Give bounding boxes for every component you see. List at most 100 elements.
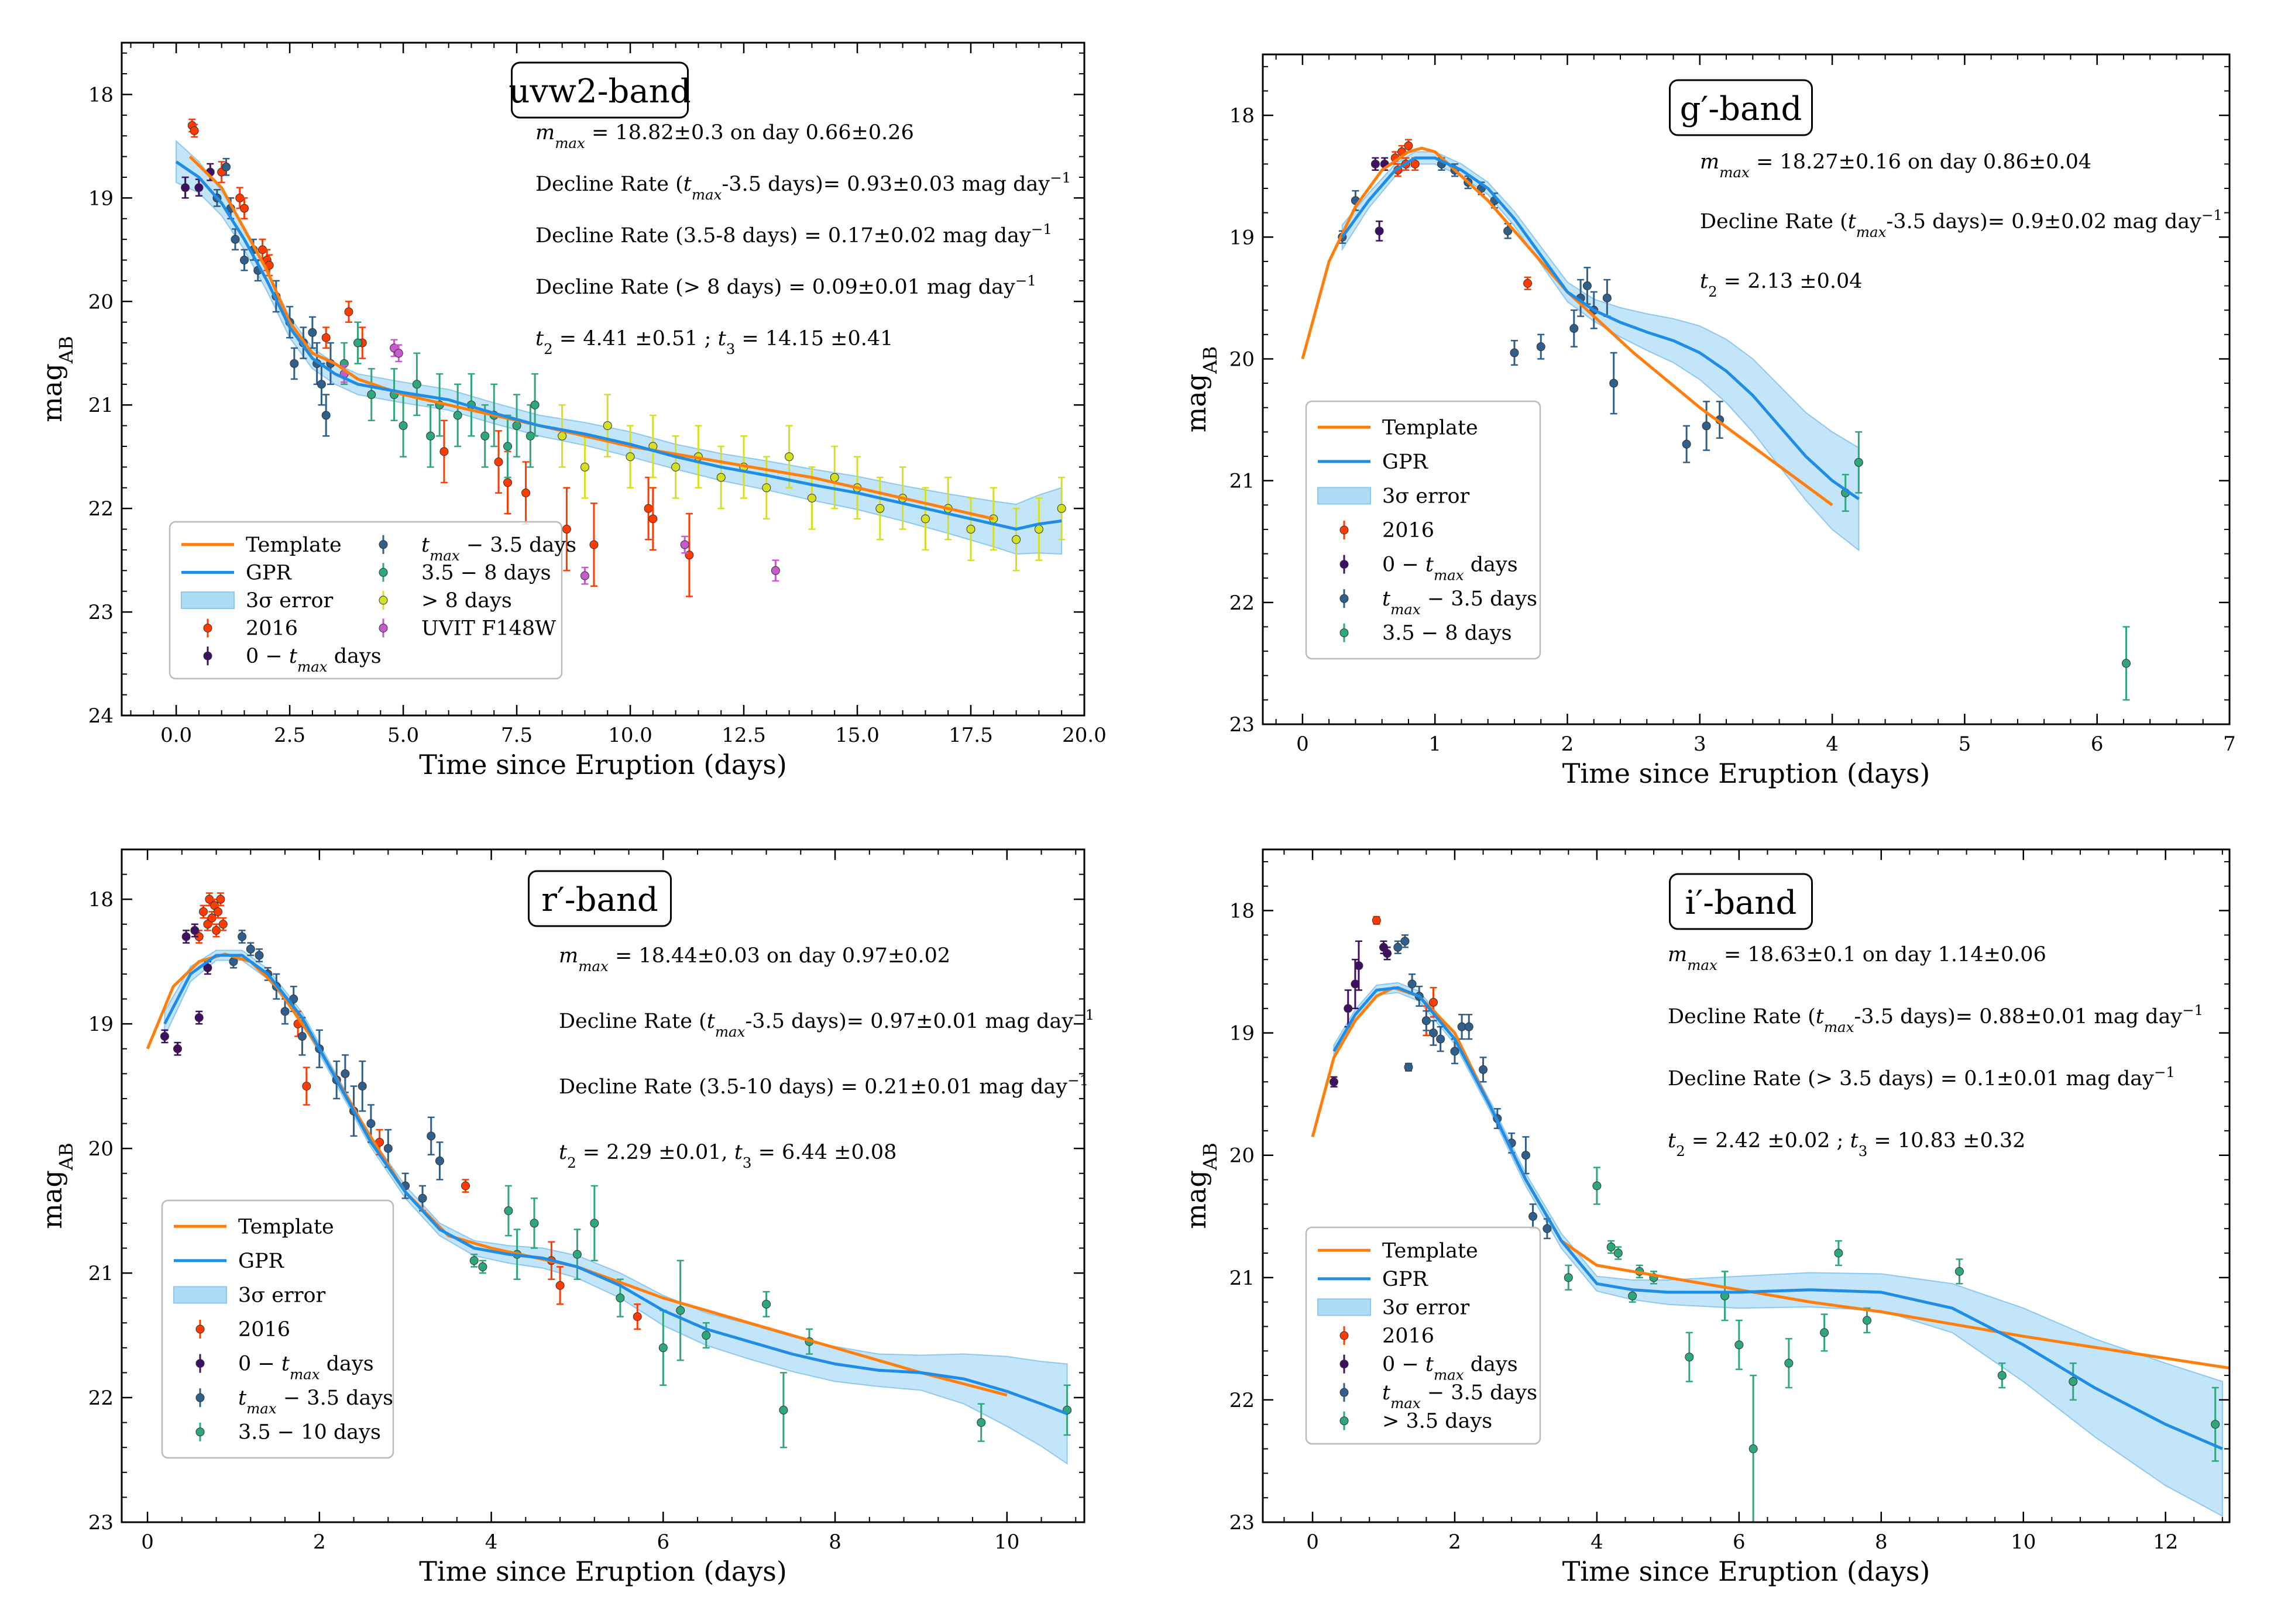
uvw2-legend-label: tmax​ − 3.5 days: [421, 534, 576, 564]
uvw2-legend-marker: [379, 567, 388, 577]
g-legend-2016: 2016: [1339, 519, 1434, 542]
i-legend-marker: [1339, 1416, 1349, 1426]
uvw2-data-point: [521, 488, 531, 498]
i-data-point: [1400, 937, 1410, 946]
r-data-point: [977, 1418, 986, 1427]
g-gpr-curve: [1341, 156, 1860, 500]
i-legend-label: 2016: [1382, 1324, 1434, 1348]
uvw2-data-point: [190, 126, 199, 135]
uvw2-data-point: [920, 514, 930, 524]
r-data-point: [702, 1331, 711, 1340]
g-legend-marker: [1339, 560, 1349, 569]
g-data-point: [1370, 159, 1380, 168]
r-y-tick-label: 22: [88, 1386, 114, 1410]
uvw2-title-box: [511, 61, 689, 119]
uvw2-axes-frame: [121, 42, 1085, 717]
g-data-point: [1523, 278, 1533, 288]
i-annotation: Decline Rate (> 3.5 days) = 0.1±0.01 mag…: [1668, 1064, 2175, 1091]
i-legend-swatch: [1317, 1298, 1371, 1316]
i-gpr-3sigma-band: [1333, 982, 2223, 1518]
uvw2-legend-uvit-f148w: UVIT F148W: [379, 617, 556, 641]
i-x-tick-label: 0: [1306, 1530, 1319, 1554]
uvw2-annotation: t2​ = 4.41 ±0.51 ; t3​ = 14.15 ±0.41: [535, 327, 893, 357]
uvw2-data-point: [648, 514, 658, 524]
g-data-point: [1536, 342, 1545, 352]
i-data-point: [1820, 1328, 1829, 1337]
uvw2-legend-0-t-max-days: 0 − tmax​ days: [203, 645, 382, 675]
r-y-tick-label: 19: [88, 1013, 114, 1036]
i-legend-marker: [1339, 1388, 1349, 1397]
r-data-point: [469, 1256, 479, 1265]
i-data-point: [1734, 1340, 1744, 1350]
g-legend-marker: [1339, 594, 1349, 603]
uvw2-data-point: [494, 457, 503, 467]
g-x-tick-label: 0: [1296, 732, 1309, 756]
i-x-tick-label: 2: [1448, 1530, 1461, 1554]
g-legend-label: 0 − tmax​ days: [1382, 553, 1518, 584]
g-legend-template: Template: [1318, 416, 1478, 439]
g-y-tick-label: 21: [1229, 470, 1255, 493]
r-legend-swatch: [173, 1286, 227, 1304]
i-legend-0-t-max-days: 0 − tmax​ days: [1339, 1353, 1518, 1383]
uvw2-annotation: Decline Rate (3.5-8 days) = 0.17±0.02 ma…: [535, 221, 1052, 248]
r-data-point: [181, 932, 191, 941]
uvw2-data-point: [240, 204, 249, 213]
uvw2-x-tick-label: 7.5: [501, 724, 533, 747]
r-data-point: [341, 1069, 350, 1078]
i-data-point: [1834, 1248, 1843, 1258]
g-y-tick-label: 18: [1229, 104, 1255, 128]
uvw2-y-tick-label: 24: [88, 704, 114, 728]
g-legend-label: 2016: [1382, 519, 1434, 542]
uvw2-data-point: [558, 431, 567, 441]
r-legend-marker: [195, 1427, 205, 1437]
r-data-point: [530, 1219, 539, 1228]
r-annotation: Decline Rate (3.5-10 days) = 0.21±0.01 m…: [559, 1072, 1088, 1099]
i-data-point: [1429, 997, 1438, 1007]
g-data-point: [1503, 226, 1513, 236]
i-legend-marker: [1339, 1360, 1349, 1369]
r-data-point: [555, 1281, 565, 1290]
g-data-point: [1582, 281, 1592, 291]
uvw2-data-point: [181, 183, 190, 192]
i-data-point: [1429, 1028, 1438, 1038]
r-legend-label: 2016: [238, 1318, 290, 1341]
uvw2-data-point: [785, 452, 794, 462]
i-y-tick-label: 20: [1229, 1144, 1255, 1168]
uvw2-legend-label: GPR: [246, 561, 293, 584]
i-x-tick-label: 10: [2011, 1530, 2036, 1554]
i-annotation: mmax​ = 18.63±0.1 on day 1.14±0.06: [1668, 943, 2046, 973]
uvw2-data-point: [1057, 504, 1066, 513]
i-legend-marker: [1339, 1331, 1349, 1340]
r-data-point: [238, 932, 247, 941]
g-legend-3-error: 3σ error: [1317, 484, 1470, 508]
uvw2-legend-label: Template: [246, 534, 342, 557]
uvw2-data-point: [321, 333, 331, 342]
i-data-point: [1421, 1016, 1431, 1026]
uvw2-data-point: [644, 504, 653, 513]
r-title-box: [528, 870, 672, 927]
uvw2-data-point: [1012, 535, 1021, 544]
uvw2-data-point: [512, 421, 521, 431]
g-data-point: [1682, 439, 1691, 449]
i-data-point: [2211, 1420, 2220, 1429]
uvw2-data-point: [626, 452, 635, 462]
i-legend-label: Template: [1382, 1239, 1478, 1262]
g-gpr-3sigma-band: [1341, 151, 1860, 552]
uvw2-data-point: [344, 307, 353, 316]
g-annotation: t2​ = 2.13 ±0.04: [1700, 270, 1863, 300]
uvw2-legend-t-max-3-5-days: tmax​ − 3.5 days: [379, 534, 576, 564]
g-data-point: [1569, 324, 1579, 333]
r-data-point: [590, 1219, 599, 1228]
r-data-point: [218, 920, 228, 929]
r-data-point: [302, 1082, 311, 1091]
i-legend-label: 3σ error: [1382, 1296, 1470, 1319]
uvw2-data-point: [762, 483, 771, 493]
g-axes-frame: [1262, 53, 2231, 725]
uvw2-legend-label: > 8 days: [421, 589, 512, 613]
uvw2-data-point: [426, 431, 435, 441]
r-data-point: [216, 894, 225, 904]
g-legend-box: [1305, 400, 1541, 660]
uvw2-data-point: [562, 525, 571, 534]
i-data-point: [1383, 949, 1392, 958]
